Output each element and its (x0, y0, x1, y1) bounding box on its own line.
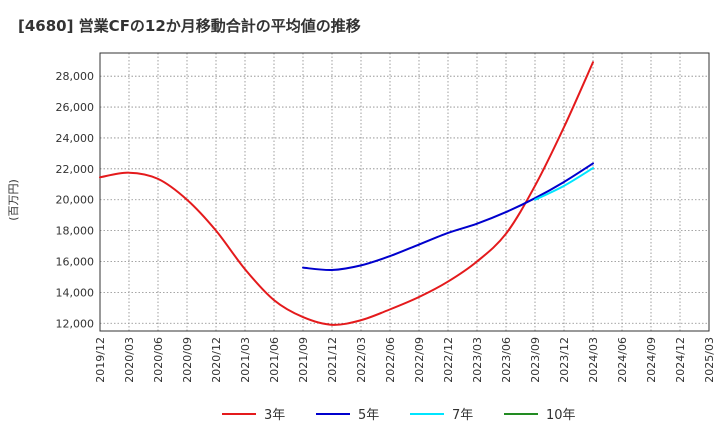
legend-label: 10年 (546, 408, 576, 423)
x-tick-label: 2025/03 (703, 337, 716, 383)
x-tick-label: 2022/12 (442, 337, 455, 383)
x-tick-label: 2020/09 (181, 337, 194, 383)
y-tick-label: 20,000 (56, 194, 95, 207)
series-line-3 (534, 167, 594, 201)
legend-item-4: 10年 (504, 408, 576, 423)
x-tick-label: 2023/12 (558, 337, 571, 383)
y-tick-label: 12,000 (56, 317, 95, 330)
y-tick-label: 24,000 (56, 132, 95, 145)
series-lines (99, 61, 594, 326)
x-tick-label: 2024/12 (674, 337, 687, 383)
y-tick-label: 28,000 (56, 70, 95, 83)
x-tick-label: 2021/03 (239, 337, 252, 383)
x-tick-label: 2024/09 (645, 337, 658, 383)
legend-label: 7年 (452, 408, 473, 423)
x-tick-label: 2023/09 (529, 337, 542, 383)
x-tick-label: 2021/09 (297, 337, 310, 383)
series-line-1 (99, 61, 594, 326)
x-tick-label: 2024/03 (587, 337, 600, 383)
x-tick-label: 2022/03 (355, 337, 368, 383)
legend-item-3: 7年 (410, 408, 473, 423)
legend-label: 5年 (358, 408, 379, 423)
plot-frame (99, 52, 710, 332)
x-axis: 2019/12 2020/03 2020/06 2020/09 2020/12 2021/… (94, 337, 716, 383)
x-tick-label: 2023/06 (500, 337, 513, 383)
x-tick-label: 2023/03 (471, 337, 484, 383)
legend-item-1: 3年 (222, 408, 285, 423)
x-tick-label: 2020/12 (210, 337, 223, 383)
chart-title: [4680] 営業CFの12か月移動合計の平均値の推移 (18, 17, 361, 35)
y-tick-label: 22,000 (56, 163, 95, 176)
x-tick-label: 2024/06 (616, 337, 629, 383)
y-tick-label: 26,000 (56, 101, 95, 114)
x-tick-label: 2021/06 (268, 337, 281, 383)
x-tick-label: 2022/09 (413, 337, 426, 383)
grid (99, 53, 710, 331)
y-axis: 12,000 14,000 16,000 18,000 20,000 22,000 24,0… (56, 70, 95, 330)
y-tick-label: 14,000 (56, 286, 95, 299)
y-tick-label: 18,000 (56, 225, 95, 238)
y-tick-label: 16,000 (56, 256, 95, 269)
x-tick-label: 2019/12 (94, 337, 107, 383)
x-tick-label: 2020/03 (123, 337, 136, 383)
legend: 3年 5年 7年 10年 (222, 408, 576, 423)
series-line-2 (302, 162, 594, 272)
y-axis-label: (百万円) (7, 179, 20, 221)
legend-label: 3年 (264, 408, 285, 423)
x-tick-label: 2020/06 (152, 337, 165, 383)
legend-item-2: 5年 (316, 408, 379, 423)
x-tick-label: 2022/06 (384, 337, 397, 383)
x-tick-label: 2021/12 (326, 337, 339, 383)
